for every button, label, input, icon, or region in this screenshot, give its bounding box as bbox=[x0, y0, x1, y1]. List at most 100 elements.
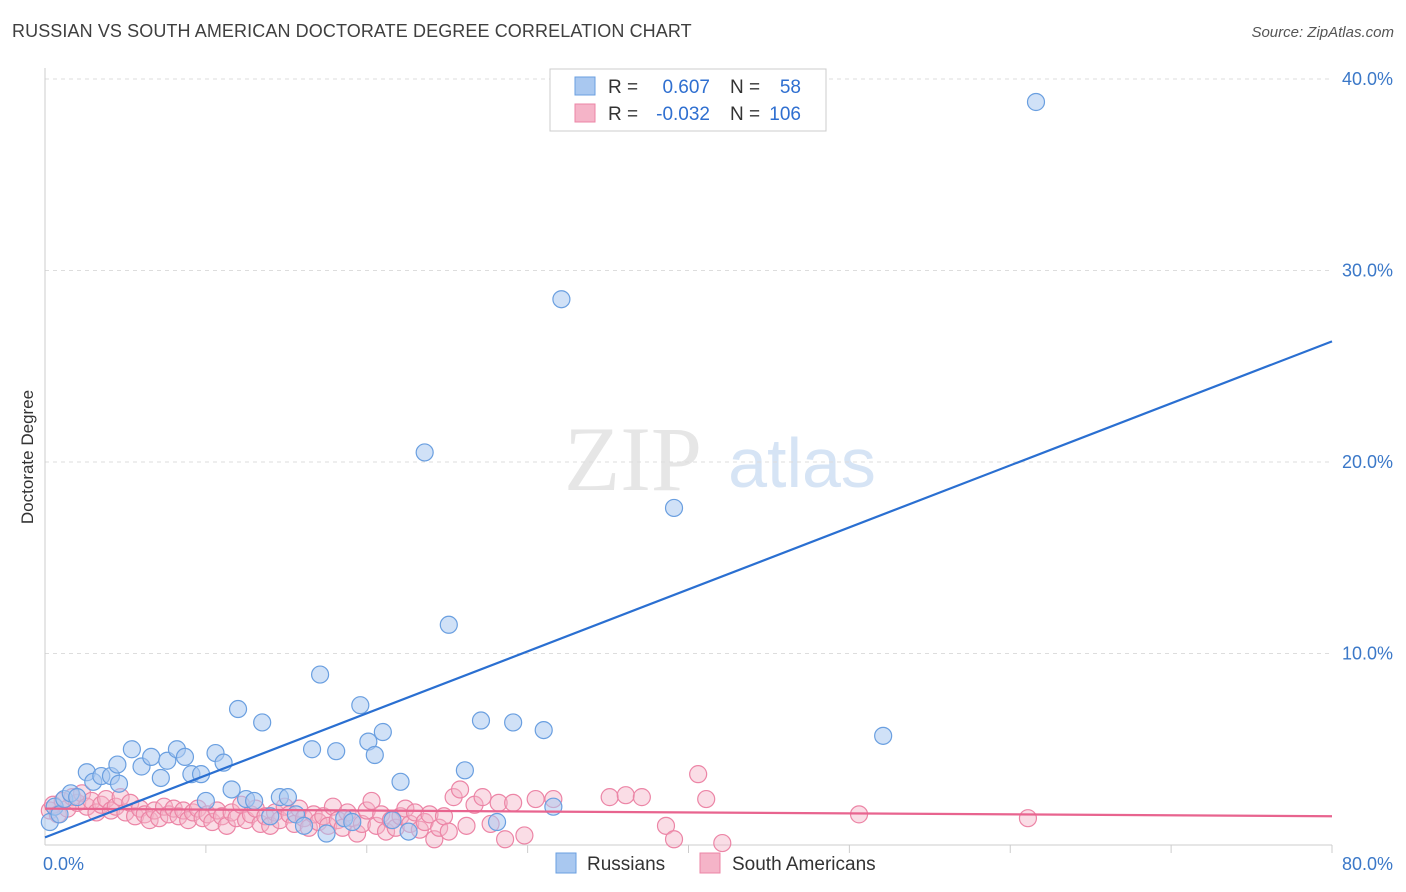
south-american-point bbox=[405, 803, 425, 822]
legend-swatch-russians bbox=[574, 76, 596, 96]
russian-point bbox=[534, 720, 553, 740]
y-tick-label: 40.0% bbox=[1342, 69, 1393, 89]
russian-point bbox=[391, 772, 410, 791]
legend-box bbox=[549, 68, 827, 132]
russian-point bbox=[196, 791, 215, 811]
russian-point bbox=[222, 780, 241, 799]
russian-point bbox=[142, 747, 161, 767]
russians-points bbox=[40, 92, 1046, 843]
legend-russians-n-label: N = bbox=[730, 77, 760, 98]
russian-point bbox=[383, 811, 402, 830]
russian-point bbox=[245, 791, 264, 811]
south-american-point bbox=[664, 830, 684, 849]
russian-point bbox=[327, 742, 346, 761]
russian-point bbox=[175, 747, 195, 767]
chart-title: RUSSIAN VS SOUTH AMERICAN DOCTORATE DEGR… bbox=[12, 21, 692, 41]
south-american-point bbox=[203, 812, 222, 832]
south-american-point bbox=[689, 765, 708, 784]
russians-trend-line bbox=[44, 340, 1333, 839]
source-label: Source: ZipAtlas.com bbox=[1251, 24, 1394, 41]
south-american-point bbox=[439, 822, 458, 841]
legend-sa-r-value: -0.032 bbox=[656, 104, 710, 125]
series-legend-swatch-russians bbox=[555, 852, 577, 874]
correlation-legend: R = 0.607 N = 58 R = -0.032 N = 106 bbox=[549, 68, 827, 132]
russian-point bbox=[261, 807, 280, 826]
legend-sa-n-value: 106 bbox=[769, 104, 801, 125]
south-american-point bbox=[457, 816, 476, 835]
russian-point bbox=[664, 498, 684, 518]
south-american-point bbox=[496, 830, 515, 849]
russian-point bbox=[253, 713, 272, 732]
watermark-zip: ZIP bbox=[564, 408, 702, 510]
series-legend-russians: Russians bbox=[587, 854, 665, 875]
russian-point bbox=[504, 713, 523, 732]
russian-point bbox=[108, 755, 127, 774]
y-axis-label: Doctorate Degree bbox=[18, 390, 37, 524]
south-american-point bbox=[697, 789, 716, 809]
south-american-point bbox=[656, 816, 676, 835]
trend-lines bbox=[44, 340, 1333, 839]
axis-layer: 10.0% 20.0% 30.0% 40.0% bbox=[44, 68, 1393, 853]
russian-point bbox=[109, 774, 129, 793]
legend-russians-n-value: 58 bbox=[780, 77, 801, 98]
russian-point bbox=[487, 812, 507, 832]
russian-point bbox=[151, 768, 170, 788]
south-american-point bbox=[212, 807, 232, 826]
x-tick-label-max: 80.0% bbox=[1342, 854, 1393, 874]
south-american-point bbox=[713, 833, 732, 853]
south-americans-trend-line bbox=[44, 807, 1333, 818]
russian-point bbox=[343, 812, 362, 832]
russian-point bbox=[365, 745, 384, 765]
south-american-point bbox=[362, 791, 381, 811]
russian-point bbox=[302, 740, 322, 759]
y-tick-label: 30.0% bbox=[1342, 261, 1393, 281]
series-legend: Russians South Americans bbox=[555, 852, 876, 875]
russian-point bbox=[874, 726, 893, 745]
russian-point bbox=[399, 822, 418, 841]
south-american-point bbox=[97, 789, 116, 809]
russian-point bbox=[68, 788, 87, 807]
south-american-point bbox=[632, 788, 651, 807]
legend-sa-n-label: N = bbox=[730, 104, 760, 125]
watermark-atlas: atlas bbox=[728, 424, 876, 502]
russian-point bbox=[294, 816, 314, 835]
russian-point bbox=[455, 761, 474, 780]
russian-point bbox=[471, 711, 491, 730]
south-american-point bbox=[450, 780, 470, 799]
south-american-point bbox=[169, 807, 188, 826]
south-american-point bbox=[314, 807, 333, 826]
russian-point bbox=[228, 699, 248, 719]
russian-point bbox=[278, 788, 298, 807]
legend-sa-r-label: R = bbox=[608, 104, 638, 125]
south-american-point bbox=[515, 826, 534, 845]
russian-point bbox=[415, 443, 434, 462]
south-american-point bbox=[616, 786, 635, 805]
russian-point bbox=[317, 824, 336, 843]
legend-russians-r-label: R = bbox=[608, 77, 638, 98]
legend-russians-r-value: 0.607 bbox=[662, 77, 710, 98]
russian-point bbox=[1026, 92, 1046, 112]
south-american-point bbox=[1018, 809, 1038, 828]
south-american-point bbox=[425, 830, 444, 849]
series-legend-south-americans: South Americans bbox=[732, 854, 876, 875]
y-tick-label: 20.0% bbox=[1342, 452, 1393, 472]
series-legend-swatch-south-americans bbox=[699, 852, 721, 874]
south-american-point bbox=[222, 803, 241, 822]
russian-point bbox=[351, 696, 370, 715]
south-american-point bbox=[504, 793, 523, 812]
y-tick-label: 10.0% bbox=[1342, 644, 1393, 664]
south-american-point bbox=[526, 789, 545, 809]
grid-layer bbox=[45, 78, 1332, 654]
russian-point bbox=[373, 722, 392, 742]
russian-point bbox=[310, 665, 330, 684]
x-tick-label-min: 0.0% bbox=[43, 854, 84, 874]
russian-point bbox=[122, 740, 141, 759]
russian-point bbox=[552, 290, 571, 309]
russian-point bbox=[439, 615, 458, 634]
south-american-point bbox=[217, 816, 236, 835]
legend-swatch-south-americans bbox=[574, 103, 596, 123]
south-american-point bbox=[600, 788, 619, 807]
south-american-point bbox=[473, 788, 492, 807]
south-american-point bbox=[430, 818, 449, 837]
